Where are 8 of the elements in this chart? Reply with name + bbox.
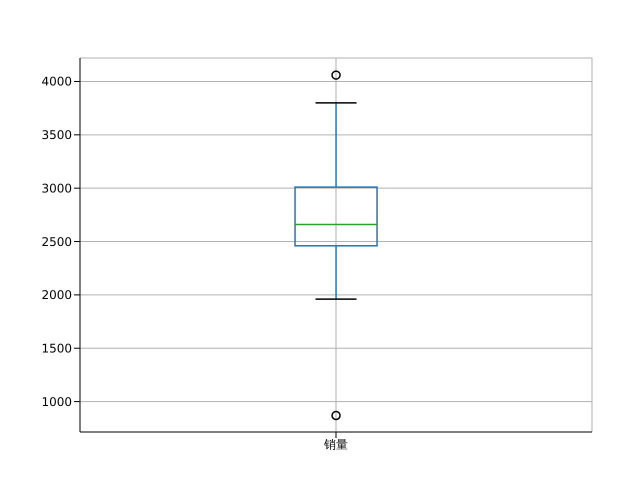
y-tick-label: 2500: [41, 234, 72, 249]
y-tick-label: 1500: [41, 341, 72, 356]
y-tick-label: 3000: [41, 181, 72, 196]
y-tick-label: 1000: [41, 394, 72, 409]
x-tick-label: 销量: [323, 438, 348, 452]
y-tick-label: 3500: [41, 128, 72, 142]
y-tick-label: 4000: [41, 74, 72, 89]
y-tick-label: 2000: [41, 288, 72, 302]
